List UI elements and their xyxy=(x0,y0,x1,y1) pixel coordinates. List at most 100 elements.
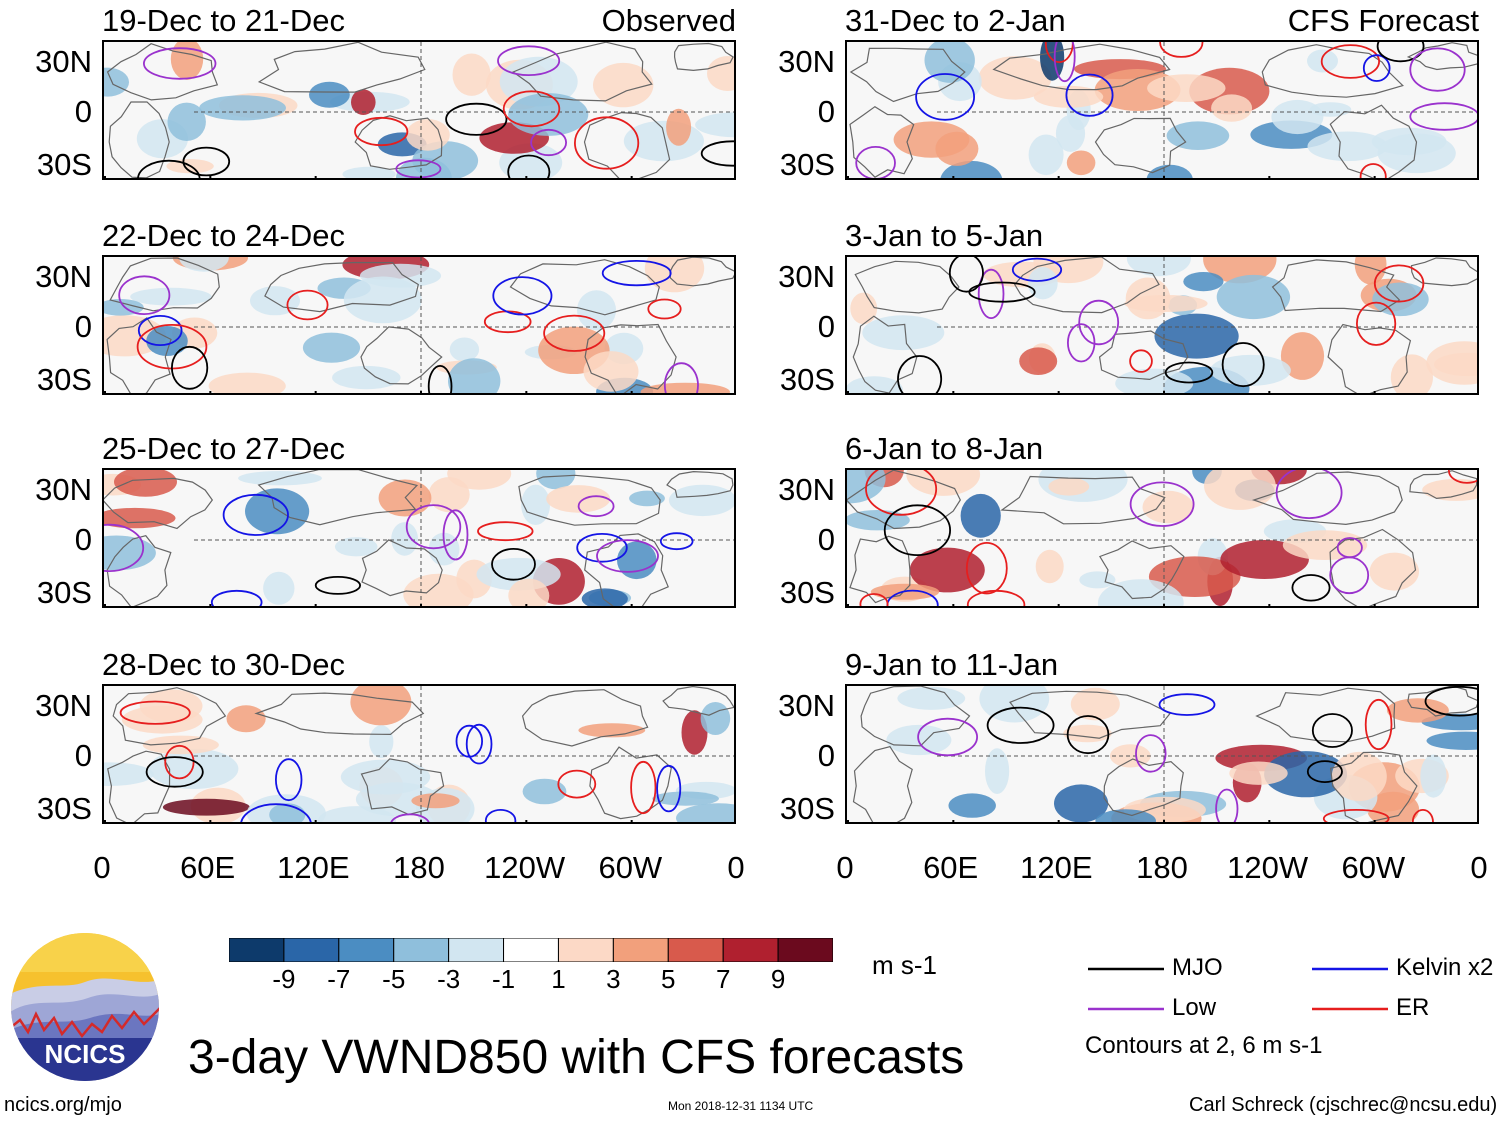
anomaly-blob xyxy=(583,351,639,392)
anomaly-blob xyxy=(1307,131,1388,162)
map-field xyxy=(847,470,1477,606)
wave-contour xyxy=(596,539,659,573)
y-tick-label: 30S xyxy=(779,575,835,610)
legend-label: Kelvin x2 xyxy=(1396,954,1494,981)
wave-contour xyxy=(1078,299,1120,346)
anomaly-blob xyxy=(340,759,431,795)
anomaly-blob xyxy=(640,382,730,393)
anomaly-blob xyxy=(1280,332,1325,380)
colorbar-tick-label: -3 xyxy=(437,964,461,994)
figure-title: 3-day VWND850 with CFS forecasts xyxy=(188,1031,965,1084)
anomaly-blob xyxy=(1048,477,1090,496)
map-field xyxy=(104,257,734,393)
coastline xyxy=(849,47,966,103)
colorbar-tick-label: 5 xyxy=(661,964,676,994)
site-link[interactable]: ncics.org/mjo xyxy=(4,1094,122,1116)
coastline xyxy=(1009,690,1171,739)
x-tick-label: 0 xyxy=(1470,850,1488,885)
coastline xyxy=(354,115,443,170)
wave-contour xyxy=(1329,556,1370,595)
colorbar-swatch xyxy=(612,938,669,962)
coastline xyxy=(1329,104,1418,178)
anomaly-blob xyxy=(906,470,981,496)
anomaly-blob xyxy=(577,290,616,331)
y-tick-label: 30N xyxy=(35,472,92,507)
y-tick-label: 0 xyxy=(74,94,92,129)
wave-contour xyxy=(119,700,191,725)
wave-contour xyxy=(1409,102,1477,131)
coastline xyxy=(104,477,214,530)
wave-contour xyxy=(1129,349,1153,373)
map-panel xyxy=(845,684,1479,824)
wave-contour xyxy=(1221,342,1265,388)
wave-contour xyxy=(484,809,517,822)
x-tick-label: 60W xyxy=(598,850,663,885)
coastline xyxy=(1255,687,1396,743)
colorbar-swatch xyxy=(557,938,614,962)
panel-title: 19-Dec to 21-Dec xyxy=(102,3,345,38)
coastline xyxy=(108,101,170,178)
y-tick-label: 0 xyxy=(817,522,835,557)
wave-contour xyxy=(557,769,597,799)
anomaly-blob xyxy=(1035,549,1064,584)
wave-contour xyxy=(659,532,694,551)
y-tick-label: 30S xyxy=(36,791,92,826)
anomaly-blob xyxy=(1369,552,1419,591)
wave-contour xyxy=(965,541,1008,595)
anomaly-blob xyxy=(1426,341,1477,385)
panel-title: 9-Jan to 11-Jan xyxy=(845,647,1059,682)
map-field xyxy=(847,686,1477,822)
anomaly-blob xyxy=(146,326,188,356)
coastline xyxy=(1407,686,1477,717)
anomaly-blob xyxy=(1079,571,1116,589)
legend-label: Low xyxy=(1172,994,1217,1021)
anomaly-blob xyxy=(250,286,300,316)
map-field xyxy=(847,257,1477,393)
wave-contour xyxy=(118,275,171,316)
x-tick-label: 120E xyxy=(277,850,350,885)
anomaly-blob xyxy=(1183,272,1224,292)
wave-contour xyxy=(1065,73,1114,117)
coastline xyxy=(852,745,913,822)
colorbar xyxy=(229,938,833,962)
anomaly-blob xyxy=(1055,115,1086,152)
credit: Carl Schreck (cjschrec@ncsu.edu) xyxy=(1189,1094,1498,1116)
anomaly-blob xyxy=(668,484,734,517)
coastline xyxy=(112,687,227,746)
anomaly-blob xyxy=(1147,74,1226,102)
anomaly-blob xyxy=(411,793,460,809)
wave-contour xyxy=(915,73,975,121)
x-tick-label: 180 xyxy=(393,850,445,885)
x-tick-label: 60E xyxy=(180,850,236,885)
anomaly-blob xyxy=(406,119,450,151)
wave-contour xyxy=(1311,713,1353,748)
column-tag: CFS Forecast xyxy=(1287,3,1479,38)
coastline xyxy=(106,317,172,393)
y-tick-label: 30S xyxy=(36,147,92,182)
anomaly-blob xyxy=(1386,698,1449,723)
contour-note: Contours at 2, 6 m s-1 xyxy=(1085,1032,1323,1059)
wave-contour xyxy=(647,298,682,320)
anomaly-blob xyxy=(935,131,979,166)
x-tick-label: 120W xyxy=(484,850,566,885)
coastline xyxy=(1098,330,1189,381)
wave-contour xyxy=(1066,323,1096,363)
y-tick-label: 30S xyxy=(779,362,835,397)
wave-contour xyxy=(1275,470,1343,519)
colorbar-swatch xyxy=(393,938,450,962)
coastline xyxy=(1327,323,1412,393)
anomaly-blob xyxy=(1027,267,1058,300)
x-tick-label: 60E xyxy=(923,850,979,885)
coastline xyxy=(860,686,971,747)
anomaly-blob xyxy=(652,791,719,806)
wave-contour xyxy=(354,116,409,147)
wave-contour xyxy=(1362,54,1391,82)
map-panel xyxy=(845,40,1479,180)
wave-contour xyxy=(1129,481,1195,527)
anomaly-blob xyxy=(707,56,734,91)
wave-contour xyxy=(210,589,263,606)
anomaly-blob xyxy=(170,42,204,80)
anomaly-blob xyxy=(985,748,1010,794)
wave-contour xyxy=(497,45,561,77)
coastline xyxy=(1271,259,1401,313)
